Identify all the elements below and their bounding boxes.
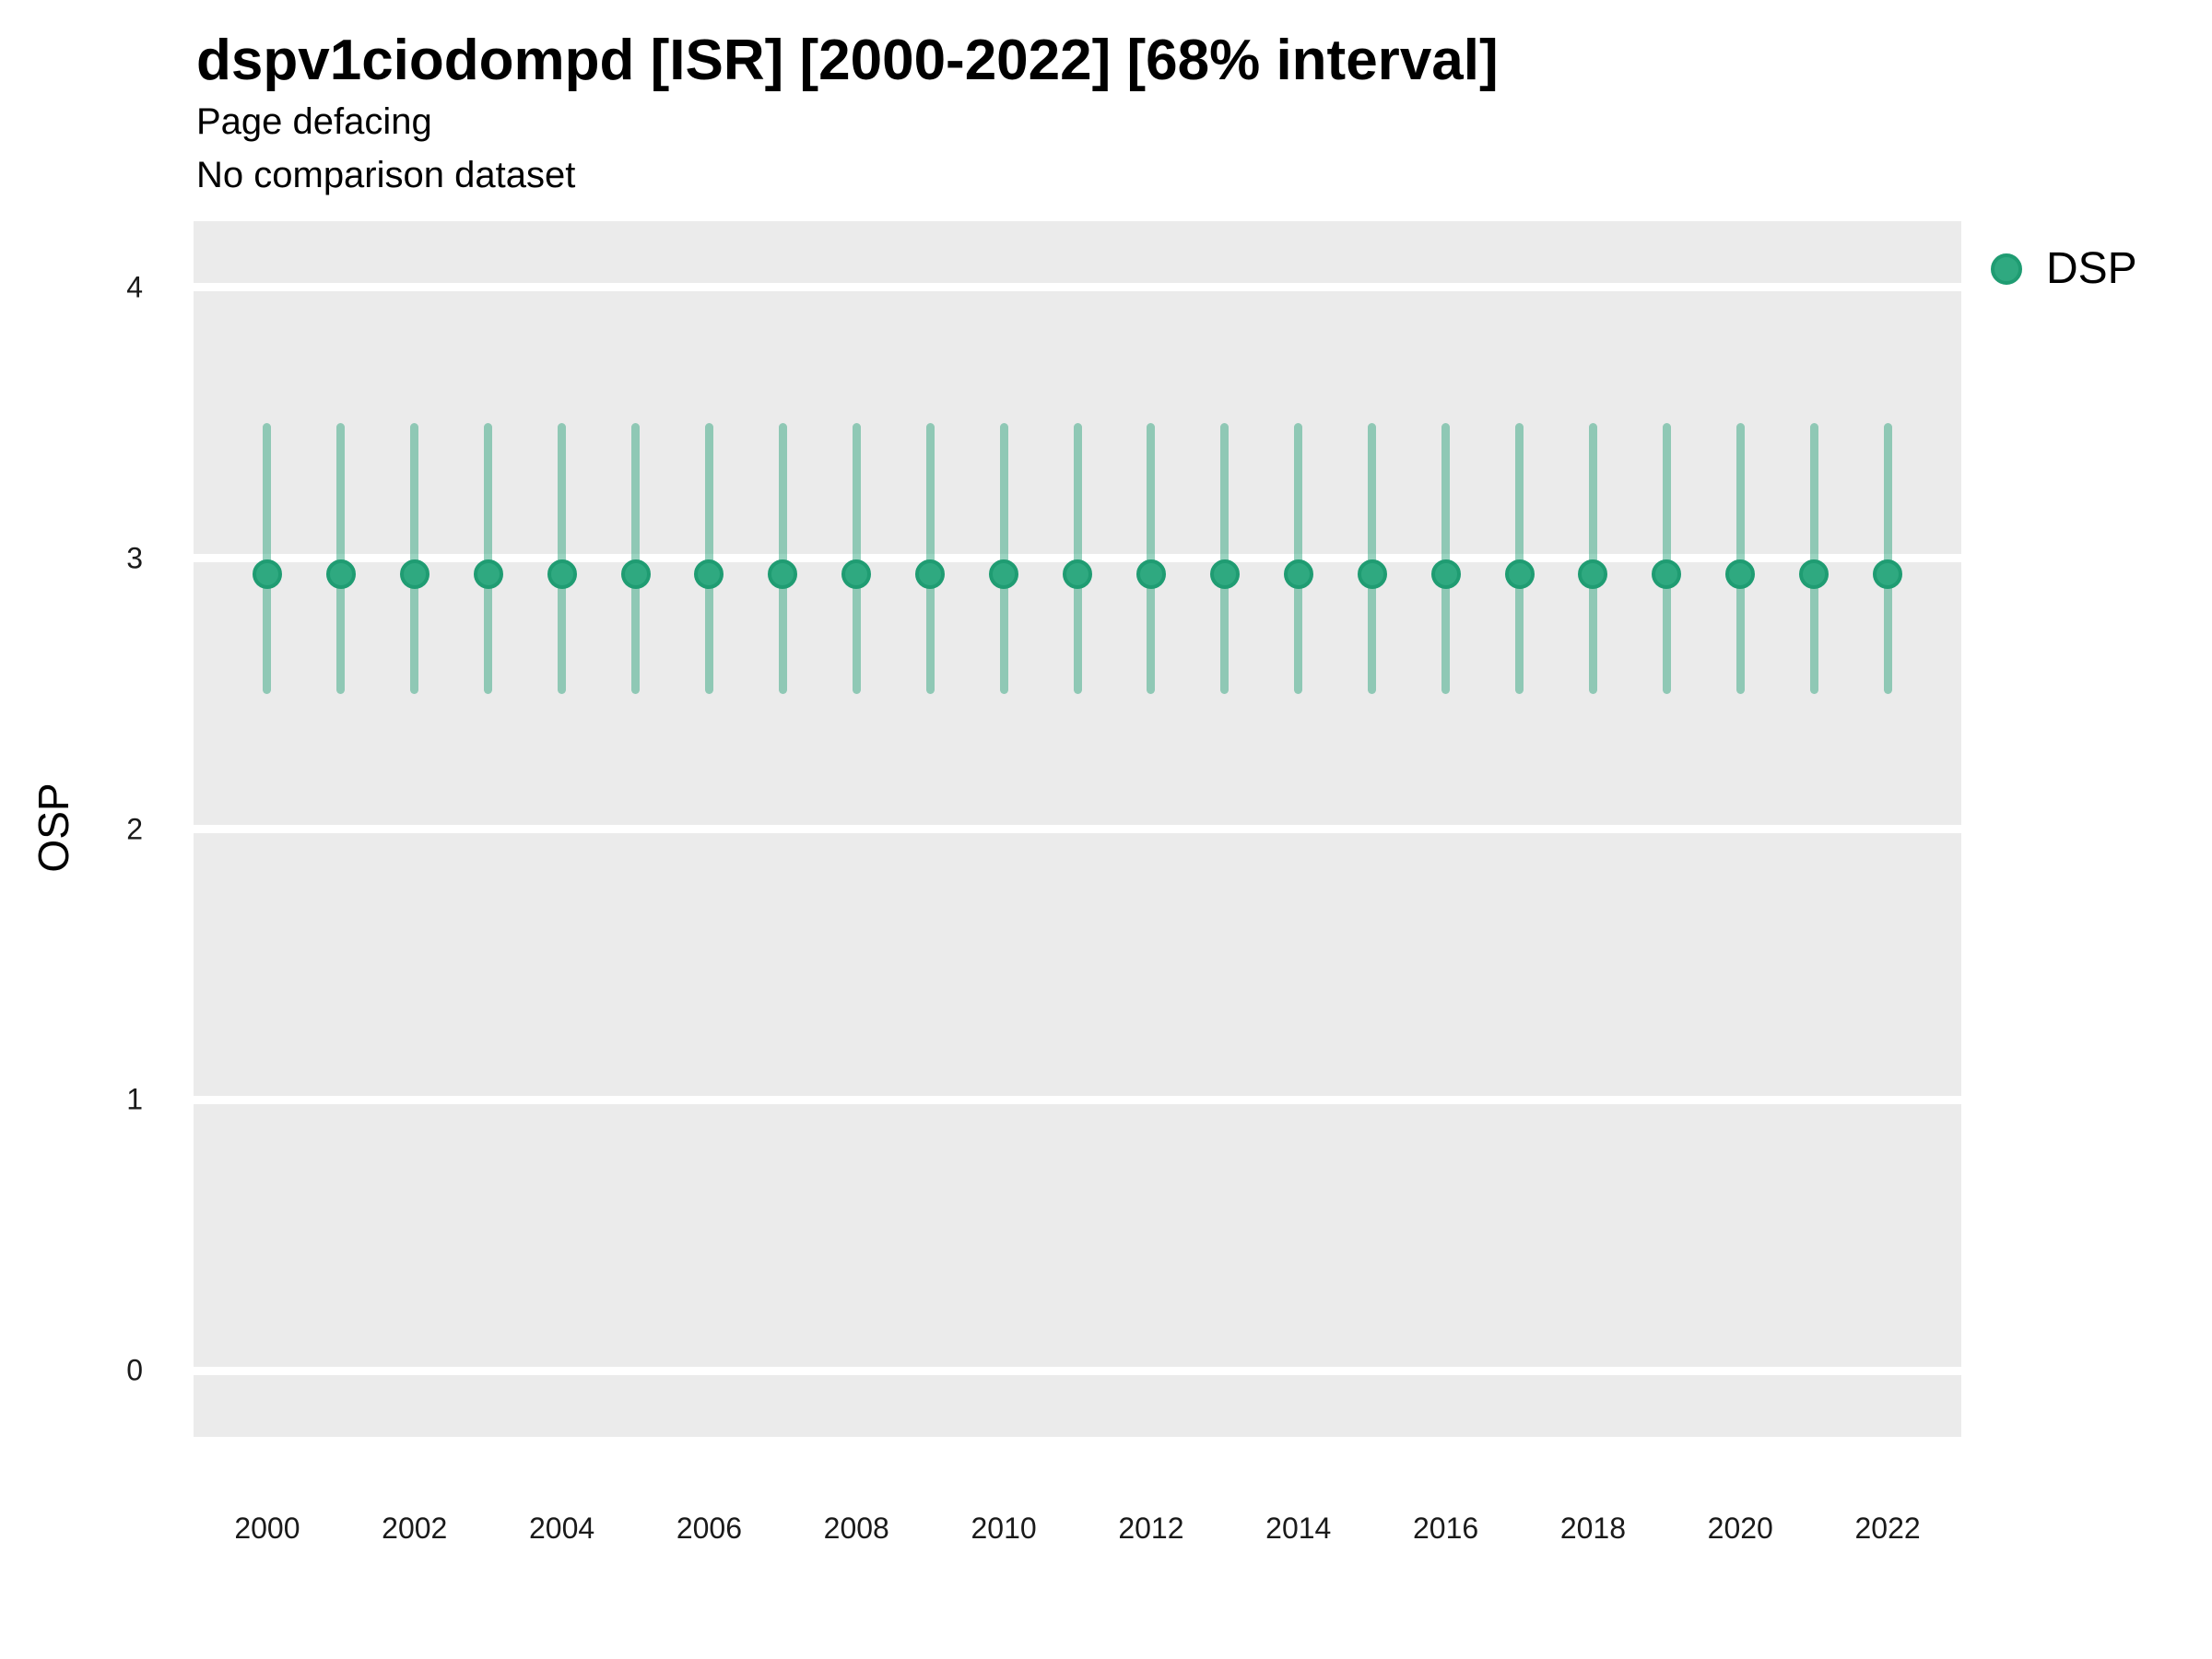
data-point-2004: [547, 559, 577, 590]
interval-bar-2008: [852, 422, 861, 694]
data-point-2005: [620, 559, 651, 590]
x-tick-label-2022: 2022: [1854, 1512, 1921, 1545]
data-point-2017: [1504, 559, 1535, 590]
data-point-2019: [1652, 559, 1682, 590]
x-tick-label-2018: 2018: [1559, 1512, 1626, 1545]
x-tick-label-2002: 2002: [382, 1512, 448, 1545]
x-tick-label-2004: 2004: [528, 1512, 595, 1545]
interval-bar-2000: [263, 422, 272, 694]
legend-label: DSP: [2046, 244, 2137, 293]
interval-bar-2022: [1883, 422, 1892, 694]
interval-bar-2006: [704, 422, 713, 694]
interval-bar-2021: [1809, 422, 1818, 694]
legend-point-icon: [1991, 253, 2022, 285]
y-tick-label-3: 3: [126, 541, 143, 575]
gridline-y-1: [194, 1095, 1961, 1104]
interval-bar-2009: [925, 422, 935, 694]
interval-bar-2005: [631, 422, 640, 694]
interval-bar-2004: [558, 422, 567, 694]
chart-subtitle-line1: Page defacing: [196, 101, 432, 142]
data-point-2018: [1578, 559, 1608, 590]
interval-bar-2016: [1441, 422, 1451, 694]
interval-bar-2018: [1588, 422, 1597, 694]
interval-bar-2011: [1073, 422, 1082, 694]
data-point-2000: [252, 559, 282, 590]
x-tick-label-2010: 2010: [971, 1512, 1037, 1545]
y-tick-label-0: 0: [126, 1353, 143, 1387]
data-point-2015: [1357, 559, 1387, 590]
data-point-2003: [473, 559, 503, 590]
data-point-2007: [768, 559, 798, 590]
gridline-y-3: [194, 554, 1961, 563]
x-tick-label-2012: 2012: [1118, 1512, 1184, 1545]
y-tick-label-4: 4: [126, 270, 143, 304]
interval-bar-2002: [410, 422, 419, 694]
x-tick-label-2008: 2008: [823, 1512, 889, 1545]
chart-title: dspv1ciodompd [ISR] [2000-2022] [68% int…: [196, 29, 1499, 92]
interval-bar-2003: [484, 422, 493, 694]
interval-bar-2020: [1735, 422, 1745, 694]
interval-bar-2007: [778, 422, 787, 694]
data-point-2001: [325, 559, 356, 590]
data-point-2010: [989, 559, 1019, 590]
x-tick-label-2006: 2006: [676, 1512, 742, 1545]
x-tick-label-2014: 2014: [1265, 1512, 1332, 1545]
interval-bar-2015: [1368, 422, 1377, 694]
y-tick-label-1: 1: [126, 1082, 143, 1116]
data-point-2006: [694, 559, 724, 590]
data-point-2022: [1873, 559, 1903, 590]
data-point-2016: [1430, 559, 1461, 590]
legend: DSP: [1991, 247, 2137, 291]
data-point-2011: [1063, 559, 1092, 590]
data-point-2008: [841, 559, 872, 590]
gridline-y-4: [194, 283, 1961, 292]
chart-subtitle-line2: No comparison dataset: [196, 155, 576, 195]
gridline-y-0: [194, 1366, 1961, 1375]
y-axis-title: OSP: [29, 782, 77, 873]
data-point-2020: [1725, 559, 1756, 590]
x-tick-label-2000: 2000: [234, 1512, 300, 1545]
plot-panel: [194, 221, 1961, 1437]
interval-bar-2019: [1662, 422, 1671, 694]
interval-bar-2017: [1515, 422, 1524, 694]
y-tick-label-2: 2: [126, 812, 143, 845]
data-point-2009: [915, 559, 946, 590]
x-tick-label-2016: 2016: [1412, 1512, 1479, 1545]
interval-bar-2014: [1294, 422, 1303, 694]
interval-bar-2010: [999, 422, 1008, 694]
gridline-y-2: [194, 825, 1961, 833]
x-tick-label-2020: 2020: [1707, 1512, 1773, 1545]
data-point-2014: [1283, 559, 1313, 590]
data-point-2002: [399, 559, 429, 590]
interval-bar-2001: [336, 422, 346, 694]
data-point-2013: [1209, 559, 1240, 590]
data-point-2021: [1799, 559, 1830, 590]
interval-bar-2013: [1220, 422, 1230, 694]
data-point-2012: [1135, 559, 1166, 590]
interval-bar-2012: [1147, 422, 1156, 694]
